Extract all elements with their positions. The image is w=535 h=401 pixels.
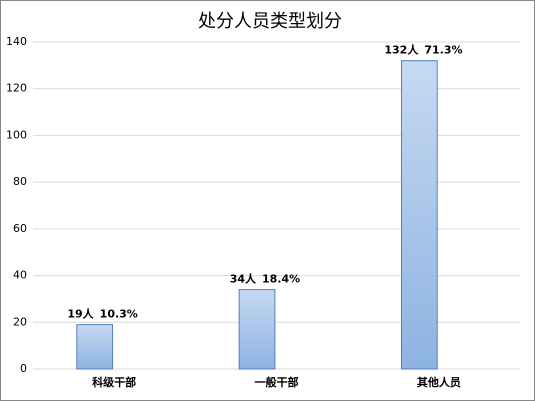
y-tick-label: 40 bbox=[13, 269, 27, 282]
bar bbox=[76, 324, 114, 370]
y-tick-label: 20 bbox=[13, 315, 27, 328]
value-label: 34人 bbox=[230, 272, 257, 286]
y-tick-label: 120 bbox=[6, 82, 27, 95]
y-tick-label: 140 bbox=[6, 35, 27, 48]
bar bbox=[400, 60, 438, 370]
share-label: 71.3% bbox=[424, 44, 462, 57]
value-label: 132人 bbox=[384, 43, 419, 57]
share-label: 10.3% bbox=[100, 308, 138, 321]
x-tick-label: 其他人员 bbox=[417, 375, 461, 389]
y-tick-label: 0 bbox=[20, 362, 27, 375]
x-tick-label: 一般干部 bbox=[255, 375, 299, 389]
share-label: 18.4% bbox=[262, 273, 300, 286]
y-tick-label: 80 bbox=[13, 175, 27, 188]
bar bbox=[238, 289, 276, 370]
y-tick-label: 60 bbox=[13, 222, 27, 235]
chart-title: 处分人员类型划分 bbox=[198, 11, 342, 32]
x-tick-label: 科级干部 bbox=[92, 375, 136, 389]
value-label: 19人 bbox=[67, 307, 94, 321]
y-tick-label: 100 bbox=[6, 128, 27, 141]
